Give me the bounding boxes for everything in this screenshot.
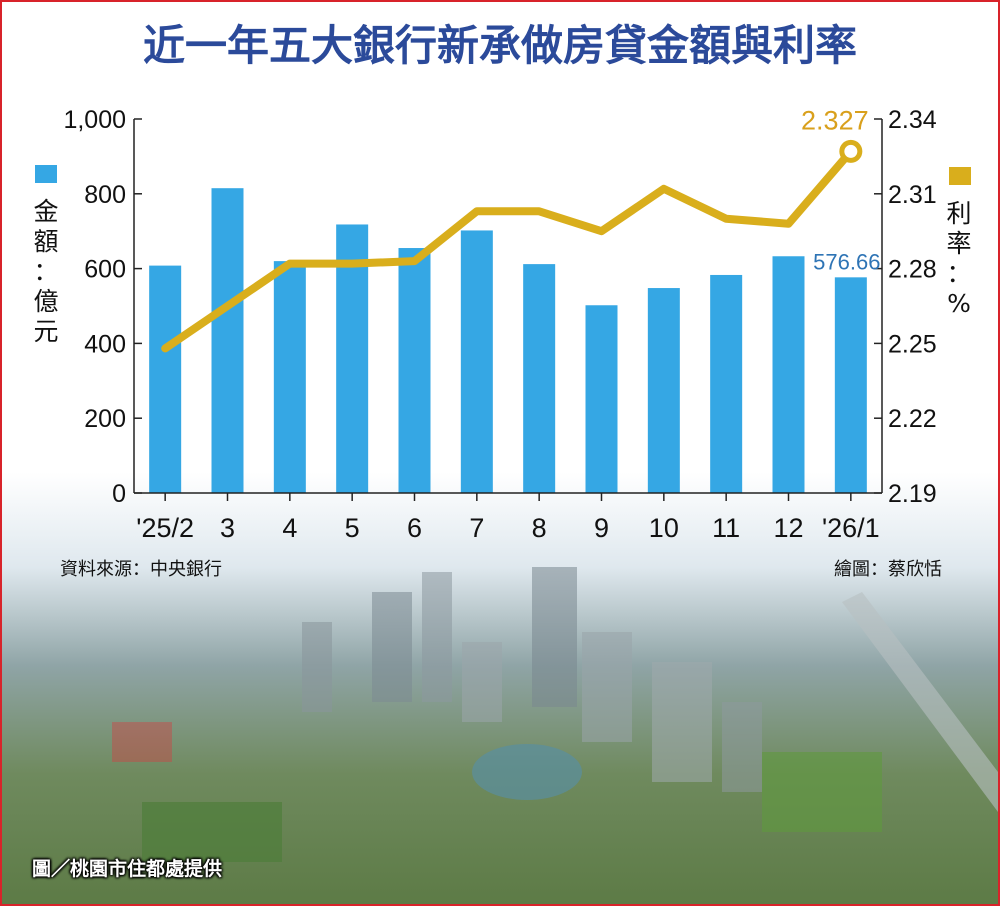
x-tick-label: 4 <box>282 513 297 543</box>
bar <box>585 305 618 493</box>
rate-line <box>161 147 855 353</box>
labels: 0 200 400 600 800 1,000 2.19 2.22 2.25 2.28 2.31 2.… <box>63 105 936 543</box>
left-axis-label-char: 額 <box>33 227 58 256</box>
right-tick-label: 2.19 <box>888 480 937 508</box>
left-axis-label-char: 元 <box>33 317 58 346</box>
bar <box>273 261 306 493</box>
x-tick-label: 6 <box>407 513 422 543</box>
bar <box>336 224 369 493</box>
x-tick-label: '25/2 <box>136 513 194 543</box>
bar <box>398 248 431 493</box>
axes <box>133 118 883 501</box>
x-tick-label: 11 <box>712 513 740 543</box>
x-tick-label: 5 <box>345 513 360 543</box>
right-tick-label: 2.22 <box>888 405 937 433</box>
x-tick-label: 3 <box>220 513 235 543</box>
right-tick-label: 2.28 <box>888 256 937 284</box>
bar-series <box>149 188 867 493</box>
bar <box>834 277 867 493</box>
bar <box>211 188 244 493</box>
right-axis-label-char: % <box>947 289 971 318</box>
bar <box>647 288 680 493</box>
city-aerial-photo <box>2 472 998 904</box>
photo-credit: 圖／桃園市住都處提供 <box>32 858 223 880</box>
right-axis-label: 利率：% <box>946 199 971 318</box>
bar <box>149 265 182 493</box>
bar <box>523 264 556 493</box>
right-axis-label-char: 利 <box>946 199 971 228</box>
x-tick-label: 12 <box>773 513 803 543</box>
x-tick-label: 9 <box>594 513 609 543</box>
left-axis-label-char: 億 <box>33 287 58 316</box>
x-tick-label: 8 <box>532 513 547 543</box>
last-rate-value-label: 2.327 <box>801 105 869 135</box>
source-note: 資料來源：中央銀行 <box>60 559 222 580</box>
left-axis-label: 金額：億元 <box>33 197 58 346</box>
x-tick-label: '26/1 <box>822 513 880 543</box>
left-tick-label: 200 <box>84 405 126 433</box>
left-tick-label: 400 <box>84 330 126 358</box>
left-axis-label-char: 金 <box>33 197 58 226</box>
rate-point-highlight <box>839 139 863 163</box>
left-tick-label: 800 <box>84 181 126 209</box>
bar <box>772 256 805 493</box>
right-axis-label-char: 率 <box>946 229 971 258</box>
right-tick-label: 2.34 <box>888 106 937 134</box>
right-axis-legend-swatch <box>949 167 971 185</box>
x-tick-label: 10 <box>649 513 679 543</box>
right-axis-label-char: ： <box>946 259 971 288</box>
left-axis-label-char: ： <box>33 257 58 286</box>
right-tick-label: 2.25 <box>888 330 937 358</box>
chart-title: 近一年五大銀行新承做房貸金額與利率 <box>143 21 857 70</box>
bar <box>460 230 493 493</box>
left-tick-label: 600 <box>84 256 126 284</box>
right-tick-label: 2.31 <box>888 181 937 209</box>
last-bar-value-label: 576.66 <box>813 249 880 274</box>
x-tick-label: 7 <box>469 513 484 543</box>
artist-note: 繪圖：蔡欣恬 <box>834 559 942 580</box>
left-axis-legend-swatch <box>35 165 57 183</box>
bar <box>710 274 743 493</box>
line-series <box>161 139 863 353</box>
left-tick-label: 0 <box>112 480 126 508</box>
left-tick-label: 1,000 <box>63 106 126 134</box>
